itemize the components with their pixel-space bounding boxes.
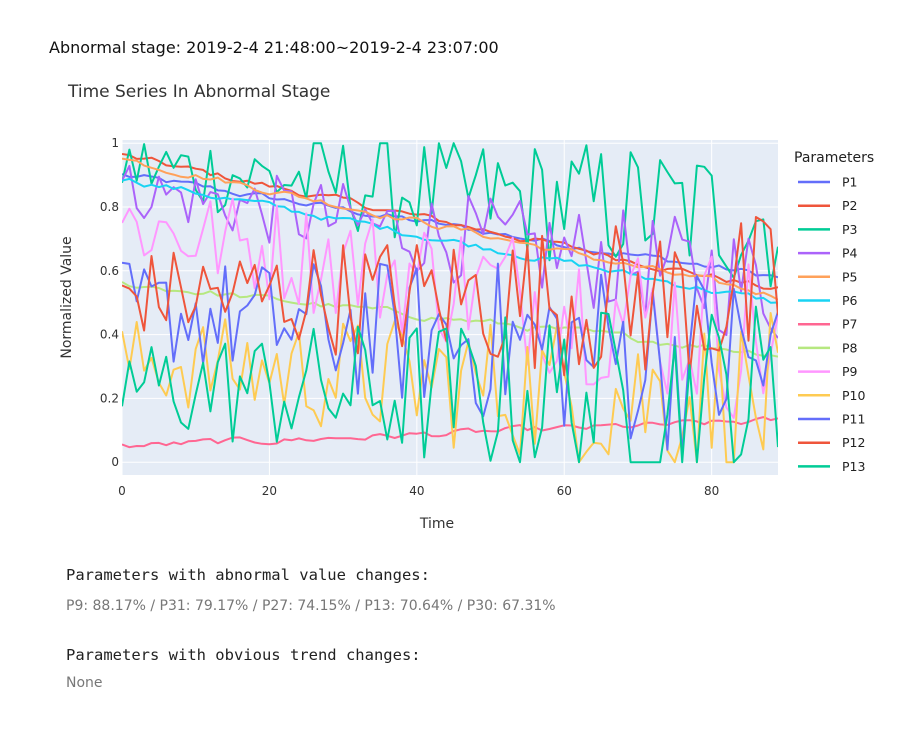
x-tick-label: 0 — [118, 484, 126, 498]
series-line-p4 — [122, 164, 778, 339]
legend-label: P12 — [842, 435, 865, 450]
legend-item-p13[interactable]: P13 — [798, 459, 865, 474]
legend-item-p10[interactable]: P10 — [798, 388, 865, 403]
x-axis-title: Time — [419, 516, 454, 532]
trend-params-label: Parameters with obvious trend changes: — [66, 646, 421, 664]
series-line-p12 — [122, 216, 778, 377]
x-tick-label: 40 — [409, 484, 424, 498]
y-tick-label: 0 — [111, 455, 119, 469]
series-group — [122, 142, 778, 464]
chart-container: Time Series In Abnormal Stage 0 20 40 60 80 0… — [0, 70, 915, 550]
series-line-p9 — [122, 197, 778, 419]
legend-item-p6[interactable]: P6 — [798, 293, 858, 308]
series-line-p11 — [122, 261, 778, 457]
legend-label: P9 — [842, 364, 858, 379]
series-line-p13 — [122, 305, 778, 464]
legend-item-p7[interactable]: P7 — [798, 317, 858, 332]
series-line-p5 — [122, 157, 778, 301]
legend-item-p5[interactable]: P5 — [798, 269, 858, 284]
y-tick-label: 0.4 — [100, 328, 119, 342]
abnormal-params-value: P9: 88.17% / P31: 79.17% / P27: 74.15% /… — [66, 598, 556, 614]
series-line-p10 — [122, 312, 778, 464]
legend-item-p8[interactable]: P8 — [798, 340, 858, 355]
legend-label: P8 — [842, 340, 858, 355]
y-tick-label: 0.2 — [100, 391, 119, 405]
legend-label: P7 — [842, 317, 858, 332]
legend-title: Parameters — [794, 150, 874, 166]
legend-label: P5 — [842, 269, 858, 284]
legend-label: P3 — [842, 222, 858, 237]
legend-item-p3[interactable]: P3 — [798, 222, 858, 237]
legend-label: P1 — [842, 175, 858, 190]
legend-item-p1[interactable]: P1 — [798, 175, 858, 190]
legend-label: P13 — [842, 459, 865, 474]
legend-item-p11[interactable]: P11 — [798, 412, 865, 427]
legend-label: P4 — [842, 246, 858, 261]
y-tick-label: 0.6 — [100, 264, 119, 278]
abnormal-stage-label: Abnormal stage: 2019-2-4 21:48:00~2019-2… — [49, 38, 499, 57]
legend-item-p12[interactable]: P12 — [798, 435, 865, 450]
y-tick-label: 1 — [111, 136, 119, 150]
abnormal-params-label: Parameters with abnormal value changes: — [66, 566, 430, 584]
x-tick-label: 60 — [557, 484, 572, 498]
legend-item-p4[interactable]: P4 — [798, 246, 858, 261]
trend-params-value: None — [66, 675, 103, 691]
y-axis-title: Normalized Value — [59, 236, 75, 358]
legend-item-p2[interactable]: P2 — [798, 198, 858, 213]
chart-title: Time Series In Abnormal Stage — [68, 82, 331, 102]
x-tick-label: 20 — [262, 484, 277, 498]
series-line-p3 — [122, 142, 778, 288]
legend-label: P10 — [842, 388, 865, 403]
y-tick-label: 0.8 — [100, 200, 119, 214]
legend-item-p9[interactable]: P9 — [798, 364, 858, 379]
legend-label: P6 — [842, 293, 858, 308]
x-tick-label: 80 — [704, 484, 719, 498]
time-series-chart[interactable]: 0 20 40 60 80 0 0.2 0.4 0.6 0.8 1 Time Normalized Va… — [0, 70, 915, 550]
legend-label: P11 — [842, 412, 865, 427]
legend-label: P2 — [842, 198, 858, 213]
series-line-p6 — [122, 177, 778, 304]
